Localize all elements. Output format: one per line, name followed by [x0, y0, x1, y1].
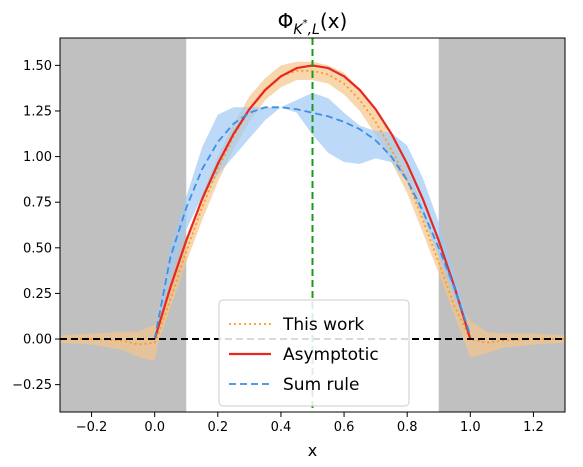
y-tick-label: 0.00	[23, 333, 52, 348]
y-axis-ticks: −0.25 0.00 0.25 0.50 0.75 1.00 1.25 1.50	[12, 59, 60, 393]
x-tick-label: 0.6	[334, 420, 355, 435]
y-tick-label: 0.50	[23, 241, 52, 256]
x-tick-label: 1.2	[523, 420, 544, 435]
y-tick-label: 1.50	[23, 59, 52, 74]
y-tick-label: 1.25	[23, 104, 52, 119]
band-sum-rule	[154, 92, 471, 339]
x-axis-label: x	[308, 441, 317, 460]
legend-label-asymptotic: Asymptotic	[283, 345, 379, 365]
x-tick-label: 0.8	[397, 420, 418, 435]
y-tick-label: 0.75	[23, 196, 52, 211]
legend-box	[218, 299, 410, 407]
y-tick-label: 0.25	[23, 287, 52, 302]
legend-label-sum-rule: Sum rule	[283, 375, 359, 395]
chart-title: ΦK*,L(x)	[278, 9, 348, 38]
x-tick-label: 0.4	[271, 420, 292, 435]
y-tick-label: 1.00	[23, 150, 52, 165]
x-tick-label: −0.2	[76, 420, 108, 435]
legend: This work Asymptotic Sum rule	[218, 299, 410, 407]
shaded-region-1	[438, 38, 565, 412]
shaded-regions	[60, 38, 565, 412]
x-axis-ticks: −0.2 0.0 0.2 0.4 0.6 0.8 1.0 1.2	[76, 412, 544, 435]
shaded-region-0	[60, 38, 187, 412]
series-line-this-work	[60, 69, 565, 346]
y-tick-label: −0.25	[12, 378, 52, 393]
uncertainty-bands	[60, 61, 565, 361]
plot-frame	[59, 37, 566, 413]
x-tick-label: 0.2	[207, 420, 228, 435]
x-tick-label: 1.0	[460, 420, 481, 435]
series-line-sum-rule	[153, 106, 472, 340]
legend-label-this-work: This work	[282, 315, 364, 335]
x-tick-label: 0.0	[144, 420, 165, 435]
